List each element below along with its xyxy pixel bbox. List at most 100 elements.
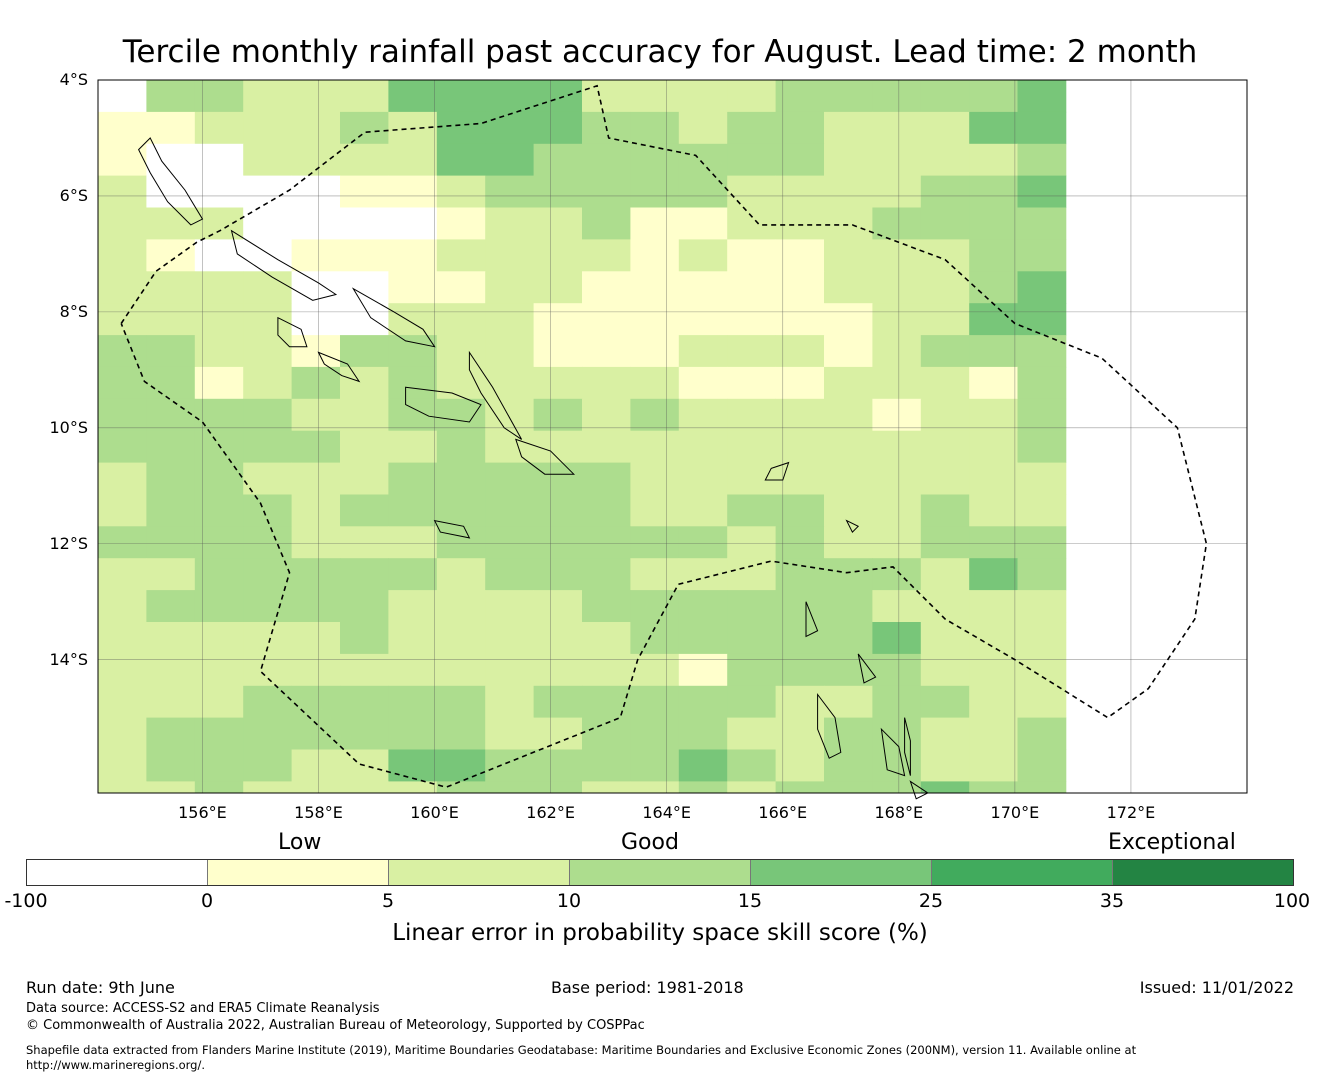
skill-cell [775, 653, 825, 687]
colorbar-tick: 25 [918, 890, 944, 912]
skill-cell [98, 685, 147, 719]
skill-cell [969, 207, 1018, 240]
skill-cell [243, 558, 292, 591]
skill-cell [436, 398, 486, 432]
skill-cell [533, 590, 583, 623]
skill-cell [98, 111, 147, 145]
skill-cell [436, 111, 486, 145]
skill-cell [291, 494, 341, 527]
skill-cell [243, 717, 292, 750]
skill-cell [388, 653, 438, 687]
island-outline [230, 229, 338, 301]
skill-cell [243, 653, 292, 687]
skill-cell [194, 366, 244, 400]
skill-cell [678, 175, 728, 208]
skill-cell [727, 207, 776, 240]
colorbar-tick: 0 [200, 890, 214, 912]
skill-cell [436, 366, 486, 400]
skill-cell [775, 717, 825, 750]
skill-cell [824, 717, 873, 750]
skill-cell [1017, 207, 1067, 240]
island-outline [137, 137, 204, 226]
skill-cell [146, 526, 196, 559]
skill-cell [824, 143, 873, 177]
skill-cell [243, 398, 292, 432]
shapefile-credit: Shapefile data extracted from Flanders M… [26, 1043, 1136, 1073]
skill-cell [824, 175, 873, 208]
shapefile-credit-line-2: http://www.marineregions.org/. [26, 1058, 205, 1072]
skill-cell [872, 303, 922, 336]
skill-cell [775, 303, 825, 336]
skill-cell [291, 175, 341, 208]
skill-cell [824, 462, 873, 495]
colorbar-segment-7 [1113, 860, 1293, 885]
island-outline [468, 350, 523, 440]
skill-cell [291, 80, 341, 113]
skill-cell [775, 685, 825, 719]
skill-cell [824, 271, 873, 304]
skill-cell [824, 80, 873, 113]
skill-cell [243, 143, 292, 177]
skill-cell [340, 653, 389, 687]
skill-cell [98, 653, 147, 687]
skill-cell [727, 622, 776, 655]
skill-cell [1017, 271, 1067, 304]
skill-cell [194, 143, 244, 177]
skill-cell [436, 590, 486, 623]
skill-cell [291, 335, 341, 368]
skill-cell [824, 685, 873, 719]
skill-cell [388, 781, 438, 794]
skill-cell [291, 526, 341, 559]
skill-cell [533, 80, 583, 113]
skill-cell [630, 207, 680, 240]
skill-cell [243, 335, 292, 368]
skill-cell [824, 430, 873, 463]
skill-cell [1017, 685, 1067, 719]
skill-cell [243, 526, 292, 559]
skill-cell [775, 207, 825, 240]
skill-cell [775, 590, 825, 623]
skill-cell [243, 685, 292, 719]
latitude-label: 14°S [49, 649, 88, 669]
island-outline [857, 653, 877, 684]
skill-cell [533, 781, 583, 794]
skill-cell [533, 430, 583, 463]
skill-cell [775, 239, 825, 272]
skill-cell [98, 462, 147, 495]
colorbar-tick: 5 [381, 890, 395, 912]
skill-cell [485, 653, 534, 687]
skill-cell [872, 781, 922, 794]
skill-cell [872, 143, 922, 177]
skill-cell [727, 462, 776, 495]
skill-cell [485, 398, 534, 432]
skill-cell [969, 590, 1018, 623]
skill-cell [388, 590, 438, 623]
skill-cell [824, 335, 873, 368]
skill-cell [388, 271, 438, 304]
skill-cell [388, 685, 438, 719]
skill-cell [678, 749, 728, 782]
skill-cell [872, 526, 922, 559]
latitude-label: 6°S [59, 185, 88, 205]
island-outline [433, 519, 471, 539]
skill-cell [340, 175, 389, 208]
shapefile-credit-line-1: Shapefile data extracted from Flanders M… [26, 1043, 1137, 1057]
skill-cell [533, 335, 583, 368]
skill-cell [243, 303, 292, 336]
latitude-label: 12°S [49, 533, 88, 553]
skill-cell [969, 398, 1018, 432]
skill-cell [678, 80, 728, 113]
skill-cell [485, 590, 534, 623]
legend-category-exceptional: Exceptional [1108, 830, 1236, 855]
skill-cell [969, 749, 1018, 782]
skill-cell [146, 271, 196, 304]
legend-category-good: Good [621, 830, 679, 855]
skill-cell [775, 111, 825, 145]
skill-cell [388, 462, 438, 495]
skill-cell [388, 749, 438, 782]
skill-grid [98, 80, 1067, 794]
skill-cell [340, 717, 389, 750]
skill-cell [243, 239, 292, 272]
skill-cell [630, 526, 680, 559]
skill-cell [291, 271, 341, 304]
